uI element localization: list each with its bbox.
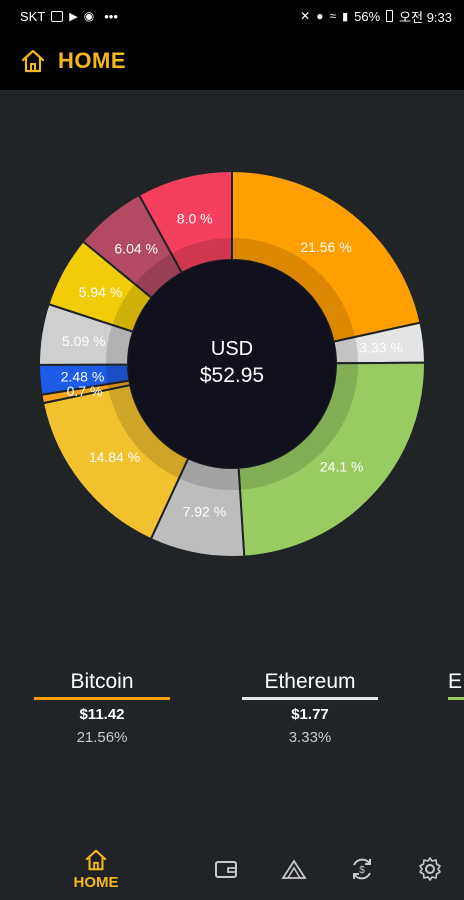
svg-text:$: $ — [359, 865, 365, 876]
nav-home[interactable]: HOME — [66, 848, 126, 900]
coin-name: E — [448, 670, 463, 693]
donut-slice-shade — [134, 253, 182, 298]
donut-slice-label: 0.7 % — [67, 383, 103, 399]
clock: 오전 9:33 — [399, 9, 452, 25]
mute-icon: ✕ — [300, 9, 311, 23]
donut-slice-label: 14.84 % — [89, 449, 140, 465]
donut-slice-shade — [171, 238, 232, 273]
coin-name: Ethereum — [264, 670, 356, 693]
coin-underline — [448, 697, 464, 700]
donut-slice-shade — [108, 385, 189, 479]
donut-slice-label: 21.56 % — [300, 239, 351, 255]
alarm-icon: ● — [316, 9, 324, 23]
donut-center — [128, 260, 336, 468]
donut-slice-shade — [232, 238, 356, 342]
donut-slice-label: 7.92 % — [183, 503, 227, 519]
gallery-icon — [51, 10, 64, 22]
nav-wallet[interactable] — [212, 858, 240, 900]
coin-item-partial[interactable]: E — [448, 668, 464, 700]
coin-name: Bitcoin — [70, 670, 134, 693]
home-icon — [85, 849, 107, 871]
wallet-icon — [215, 861, 237, 878]
coin-value: $1.77 — [291, 706, 329, 723]
donut-svg: 21.56 % 3.33 % 24.1 % 7.92 % 14.84 % 0.7 %2.4… — [37, 169, 427, 558]
bottom-nav: HOME $ — [0, 840, 464, 900]
donut-slice-label: 6.04 % — [114, 241, 158, 257]
donut-slice-shade — [106, 364, 130, 385]
wifi-icon: ≈ — [329, 9, 337, 23]
donut-slice-label: 24.1 % — [320, 458, 364, 474]
status-left: SKT ▶ ◉ ••• — [20, 9, 118, 24]
coin-percent: 3.33% — [288, 729, 332, 746]
portfolio-donut-chart: 21.56 % 3.33 % 24.1 % 7.92 % 14.84 % 0.7 % 2.4… — [0, 90, 464, 650]
center-currency: USD — [210, 338, 254, 360]
coin-item-ethereum[interactable]: Ethereum $1.77 3.33% — [242, 668, 378, 746]
donut-slice-shade — [107, 380, 131, 390]
page-title: HOME — [58, 48, 126, 73]
nav-market[interactable] — [280, 858, 308, 900]
play-icon: ▶ — [69, 10, 78, 23]
donut-center-label: USD $52.95 — [132, 338, 332, 388]
nav-settings[interactable] — [416, 856, 444, 900]
portfolio-total: $52.95 — [199, 364, 265, 387]
donut-slice-label: 3.33 % — [359, 339, 403, 355]
donut-slice-label: 5.09 % — [62, 333, 106, 349]
gear-icon — [419, 857, 441, 881]
donut-slice-shade — [333, 336, 358, 364]
battery-percent: 56% — [354, 8, 381, 24]
nav-exchange[interactable]: $ — [348, 856, 376, 900]
status-bar: SKT ▶ ◉ ••• ✕ ● ≈ ▮ 56% 오전 9:33 — [0, 0, 464, 32]
coin-summary-list[interactable]: Bitcoin $11.42 21.56% Ethereum $1.77 3.3… — [0, 668, 464, 758]
app-header: HOME — [0, 32, 464, 90]
battery-icon — [386, 10, 394, 22]
market-icon — [281, 859, 307, 879]
home-icon[interactable] — [20, 48, 46, 74]
donut-slice-label: 5.94 % — [79, 284, 123, 300]
donut-slice-shade — [238, 363, 358, 490]
donut-slice-shade — [106, 324, 134, 365]
more-notifications-icon: ••• — [104, 8, 118, 24]
signal-icon: ▮ — [342, 10, 349, 23]
message-icon: ◉ — [83, 9, 95, 23]
exchange-icon: $ — [353, 858, 371, 880]
donut-slice-shade — [112, 283, 152, 332]
donut-slice-shade — [178, 458, 240, 490]
status-right: ✕ ● ≈ ▮ 56% 오전 9:33 — [300, 7, 452, 26]
coin-item-bitcoin[interactable]: Bitcoin $11.42 21.56% — [34, 668, 170, 746]
coin-underline — [34, 697, 170, 700]
nav-home-label: HOME — [73, 874, 119, 891]
coin-value: $11.42 — [79, 706, 125, 723]
coin-underline — [242, 697, 378, 700]
carrier-label: SKT — [20, 8, 46, 24]
coin-percent: 21.56% — [76, 729, 128, 746]
donut-slice-label: 8.0 % — [177, 211, 213, 227]
donut-slice-label: 2.48 % — [61, 368, 105, 384]
